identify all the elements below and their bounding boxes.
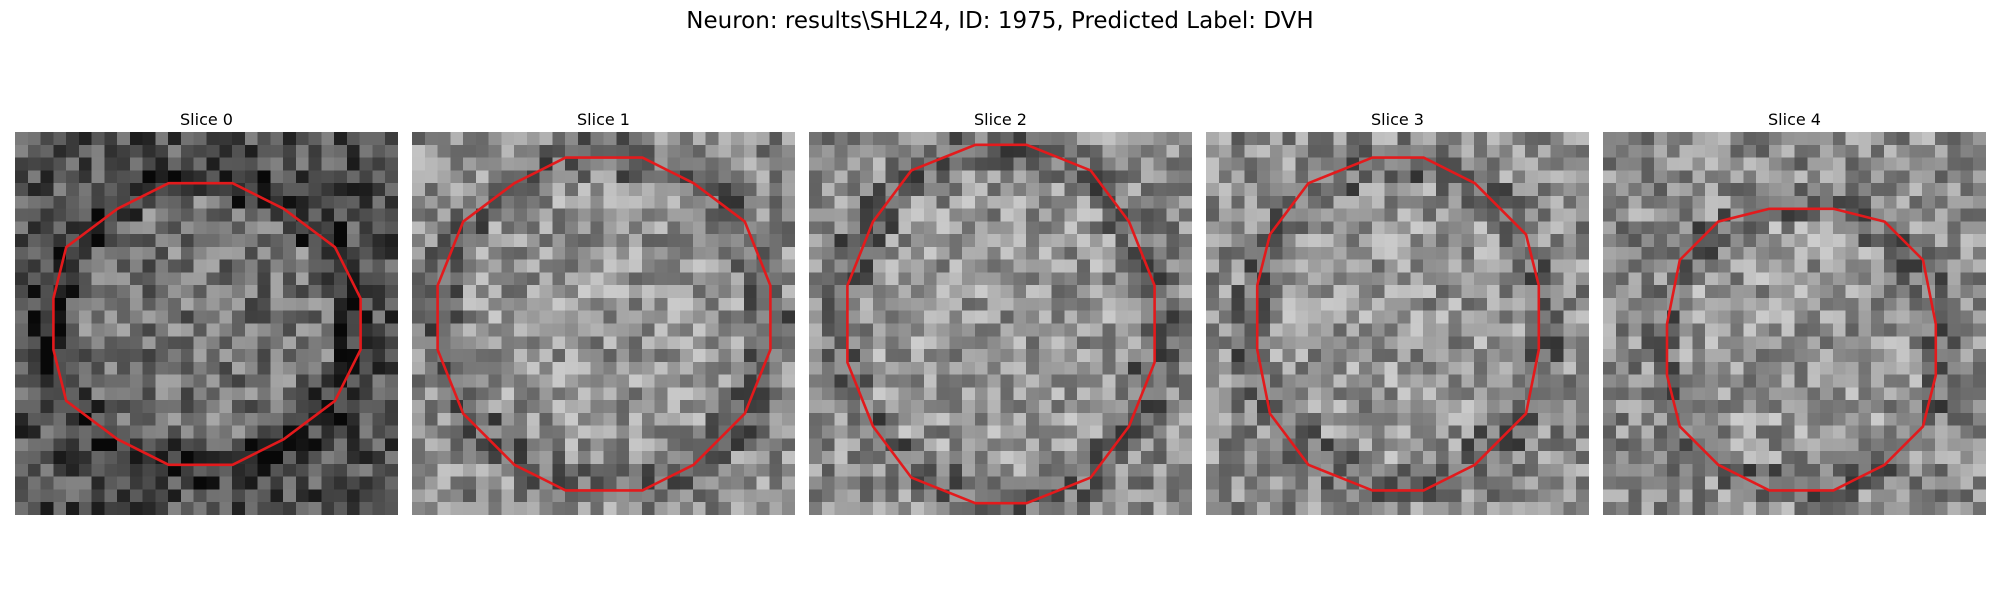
slice-panel: Slice 1 <box>412 108 795 515</box>
slice-panel: Slice 2 <box>809 108 1192 515</box>
neuron-contour <box>1665 207 1938 492</box>
slice-image <box>15 132 398 515</box>
slice-panel: Slice 4 <box>1603 108 1986 515</box>
slice-pixel-map <box>1206 132 1589 515</box>
slice-title: Slice 1 <box>577 110 630 129</box>
figure-title: Neuron: results\SHL24, ID: 1975, Predict… <box>686 8 1314 34</box>
neuron-contour-overlay <box>846 143 1156 505</box>
slice-image <box>1206 132 1589 515</box>
neuron-contour <box>846 143 1156 505</box>
slice-title: Slice 3 <box>1371 110 1424 129</box>
slice-image <box>412 132 795 515</box>
slice-title: Slice 0 <box>180 110 233 129</box>
neuron-contour <box>52 181 362 467</box>
neuron-contour <box>1255 156 1541 492</box>
slice-image <box>1603 132 1986 515</box>
slice-image <box>809 132 1192 515</box>
slice-pixel-map <box>809 132 1192 515</box>
neuron-contour-overlay <box>436 156 772 492</box>
neuron-contour-overlay <box>1255 156 1541 492</box>
neuron-contour <box>436 156 772 492</box>
slice-title: Slice 4 <box>1768 110 1821 129</box>
neuron-contour-overlay <box>1665 207 1938 492</box>
slice-title: Slice 2 <box>974 110 1027 129</box>
neuron-contour-overlay <box>52 181 362 467</box>
slice-panel: Slice 0 <box>15 108 398 515</box>
slice-panel: Slice 3 <box>1206 108 1589 515</box>
slice-pixel-map <box>412 132 795 515</box>
slice-pixel-map <box>15 132 398 515</box>
